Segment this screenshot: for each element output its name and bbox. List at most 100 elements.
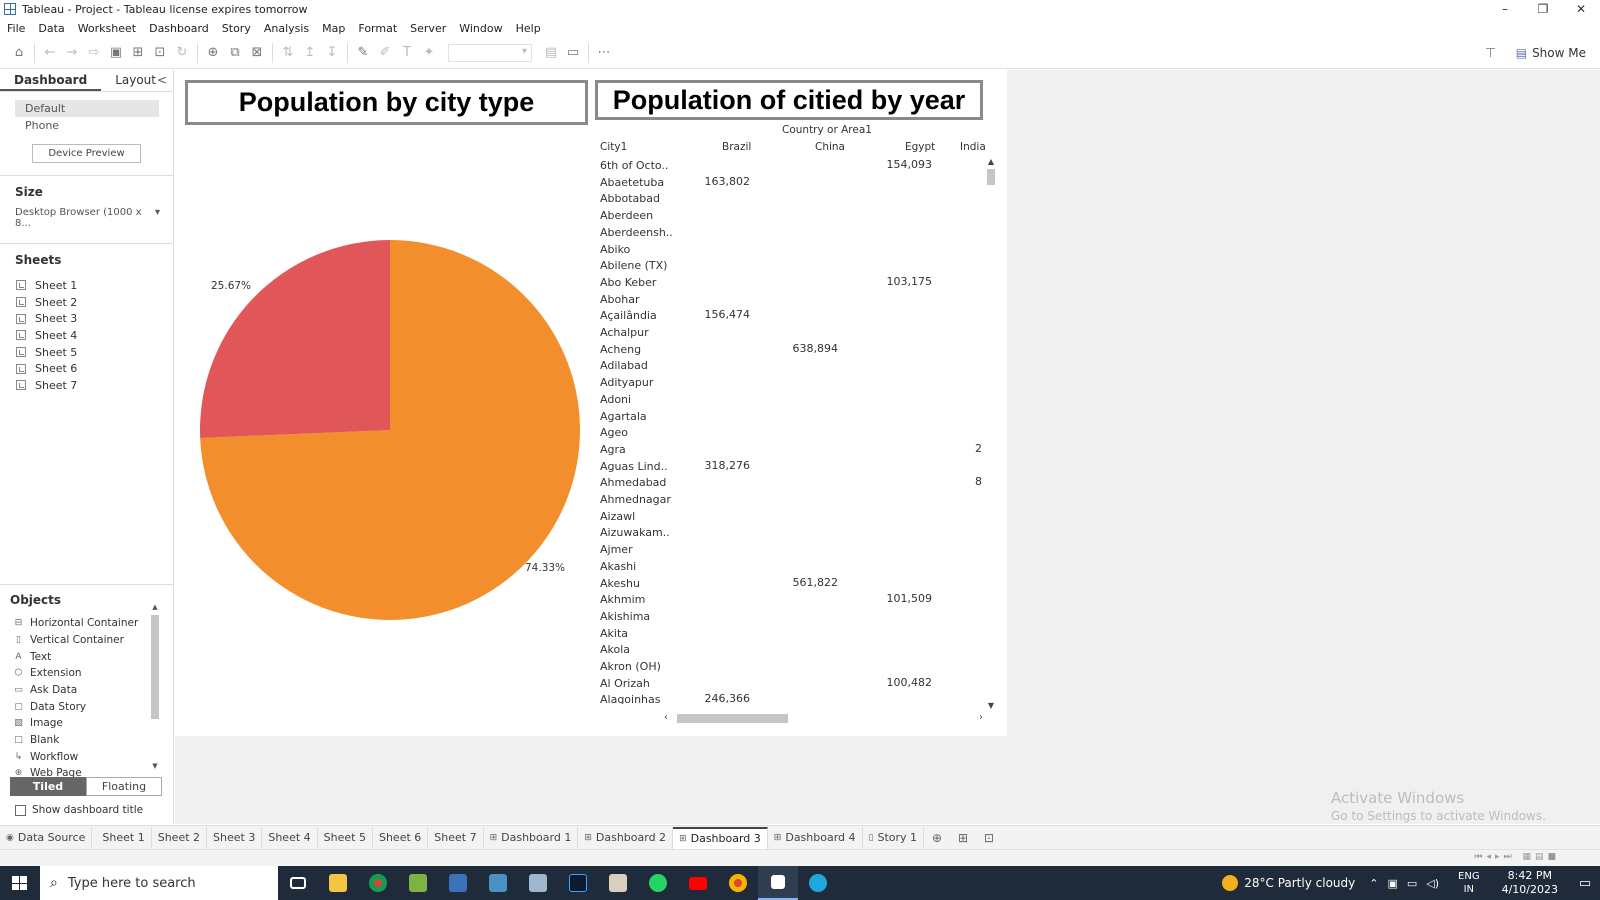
device-phone[interactable]: Phone	[25, 119, 60, 132]
menu-worksheet[interactable]: Worksheet	[77, 21, 137, 35]
show-title-checkbox[interactable]	[15, 804, 26, 816]
pie-slice[interactable]	[200, 240, 580, 620]
menu-window[interactable]: Window	[459, 21, 503, 35]
meet-now-icon[interactable]: ▣	[1387, 876, 1398, 890]
table-row[interactable]: Akeshu 561,822	[596, 575, 984, 592]
tab-sheet-3[interactable]: Sheet 3	[207, 826, 263, 849]
crosstab-horizontal-scrollbar[interactable]: ‹ ›	[662, 712, 985, 725]
menu-server[interactable]: Server	[410, 21, 447, 35]
sort-descending-icon[interactable]: ↧	[326, 45, 338, 60]
network-icon[interactable]: ▭	[1406, 876, 1418, 890]
new-worksheet-icon[interactable]: ⊕	[207, 45, 219, 60]
show-me-button[interactable]: ▤ Show Me	[1516, 46, 1586, 60]
youtube-icon[interactable]	[678, 866, 718, 900]
tab-sheet-5[interactable]: Sheet 5	[318, 826, 373, 849]
table-row[interactable]: Abilene (TX)	[596, 257, 984, 274]
table-row[interactable]: Al Orizah 100,482	[596, 675, 984, 692]
horizontal-scroll-thumb[interactable]	[677, 714, 788, 723]
highlight-icon[interactable]: ✎	[357, 45, 369, 60]
column-header-egypt[interactable]: Egypt	[905, 141, 936, 153]
objects-scroll-thumb[interactable]	[151, 615, 159, 719]
tab-sheet-1[interactable]: Sheet 1	[96, 826, 152, 849]
weather-widget[interactable]: 28°C Partly cloudy	[1222, 875, 1355, 891]
crosstab-title[interactable]: Population of citied by year	[595, 80, 983, 120]
scroll-right-icon[interactable]: ›	[979, 712, 983, 723]
table-row[interactable]: Ageo	[596, 424, 984, 441]
pie-chart-title[interactable]: Population by city type	[185, 80, 588, 125]
sheet-list-item[interactable]: Sheet 3	[0, 310, 173, 327]
table-row[interactable]: Ajmer	[596, 541, 984, 558]
replay-icon[interactable]: ⇨	[88, 45, 100, 60]
tab-layout[interactable]: Layout	[115, 73, 156, 87]
sheet-list-item[interactable]: Sheet 1	[0, 277, 173, 294]
table-row[interactable]: Abbotabad	[596, 190, 984, 207]
objects-scrollbar[interactable]: ▲ ▼	[150, 603, 160, 770]
language-indicator[interactable]: ENG IN	[1458, 871, 1480, 895]
table-row[interactable]: Agra 2	[596, 441, 984, 458]
chrome-profile-icon[interactable]	[718, 866, 758, 900]
tab-data-source[interactable]: ◉ Data Source	[0, 826, 93, 849]
chrome-icon[interactable]	[358, 866, 398, 900]
object-image[interactable]: ▨ Image	[14, 717, 63, 730]
tab-sheet-4[interactable]: Sheet 4	[262, 826, 318, 849]
presenter-icon[interactable]: ⊤	[1485, 45, 1497, 61]
menu-map[interactable]: Map	[322, 21, 346, 35]
table-row[interactable]: Abo Keber 103,175	[596, 274, 984, 291]
object-data-story[interactable]: ▢ Data Story	[14, 700, 87, 713]
tab-dashboard-4[interactable]: ⊞ Dashboard 4	[768, 826, 863, 849]
swap-icon[interactable]: ⇅	[282, 45, 294, 60]
sheet-navigation-icons[interactable]: ⏮◂▸⏭ ▦▤■	[1474, 852, 1560, 862]
tab-dashboard[interactable]: Dashboard	[0, 70, 102, 91]
object-extension[interactable]: ⬡ Extension	[14, 667, 82, 680]
vertical-scroll-thumb[interactable]	[987, 169, 995, 185]
table-row[interactable]: Açailândia 156,474	[596, 307, 984, 324]
show-hidden-icons-icon[interactable]: ⌃	[1369, 876, 1379, 890]
group-icon[interactable]: ✐	[379, 45, 391, 60]
menu-story[interactable]: Story	[221, 21, 251, 35]
edge-icon[interactable]	[798, 866, 838, 900]
floating-button[interactable]: Floating	[86, 777, 162, 796]
sticky-app-icon[interactable]	[598, 866, 638, 900]
task-view-icon[interactable]	[278, 866, 318, 900]
undo-icon[interactable]: ←	[44, 45, 56, 60]
scroll-down-icon[interactable]: ▼	[987, 701, 995, 710]
column-header-china[interactable]: China	[815, 141, 845, 153]
windows-start-icon[interactable]	[0, 866, 40, 900]
table-row[interactable]: Aguas Lind.. 318,276	[596, 458, 984, 475]
size-dropdown[interactable]: Desktop Browser (1000 x 8...	[15, 207, 160, 229]
menu-help[interactable]: Help	[515, 21, 541, 35]
show-dashboard-title-option[interactable]: Show dashboard title	[15, 804, 143, 816]
refresh-icon[interactable]: ↻	[176, 45, 188, 60]
table-row[interactable]: Agartala	[596, 408, 984, 425]
tab-story-1[interactable]: ▯ Story 1	[863, 826, 925, 849]
menu-file[interactable]: File	[7, 21, 26, 35]
table-row[interactable]: Akron (OH)	[596, 658, 984, 675]
home-icon[interactable]: ⌂	[14, 45, 24, 60]
photoshop-icon[interactable]	[558, 866, 598, 900]
notepad-icon[interactable]	[518, 866, 558, 900]
presentation-mode-icon[interactable]: ▭	[566, 45, 580, 60]
row-header-city[interactable]: City1	[600, 141, 628, 153]
notepad-plus-icon[interactable]	[398, 866, 438, 900]
sheet-list-item[interactable]: Sheet 7	[0, 377, 173, 394]
column-header-brazil[interactable]: Brazil	[722, 141, 752, 153]
table-row[interactable]: Akita	[596, 625, 984, 642]
table-row[interactable]: Abaetetuba 163,802	[596, 174, 984, 191]
python-app-icon[interactable]	[438, 866, 478, 900]
duplicate-sheet-icon[interactable]: ⧉	[230, 45, 240, 60]
table-row[interactable]: Akishima	[596, 608, 984, 625]
object-text[interactable]: A Text	[0, 648, 173, 665]
scroll-down-icon[interactable]: ▼	[152, 762, 158, 770]
sheet-list-item[interactable]: Sheet 4	[0, 327, 173, 344]
taskbar-clock[interactable]: 8:42 PM 4/10/2023	[1501, 869, 1558, 896]
notification-icon[interactable]: ▭	[1578, 875, 1592, 891]
taskbar-search-box[interactable]: ⌕ Type here to search	[40, 866, 278, 900]
table-row[interactable]: Adityapur	[596, 374, 984, 391]
clear-sheet-icon[interactable]: ⊠	[251, 45, 263, 60]
table-row[interactable]: Aberdeen	[596, 207, 984, 224]
sort-ascending-icon[interactable]: ↥	[304, 45, 316, 60]
menu-dashboard[interactable]: Dashboard	[149, 21, 209, 35]
tab-dashboard-2[interactable]: ⊞ Dashboard 2	[578, 826, 674, 849]
table-row[interactable]: Ahmedabad 8	[596, 474, 984, 491]
sheet-list-item[interactable]: Sheet 5	[0, 344, 173, 361]
